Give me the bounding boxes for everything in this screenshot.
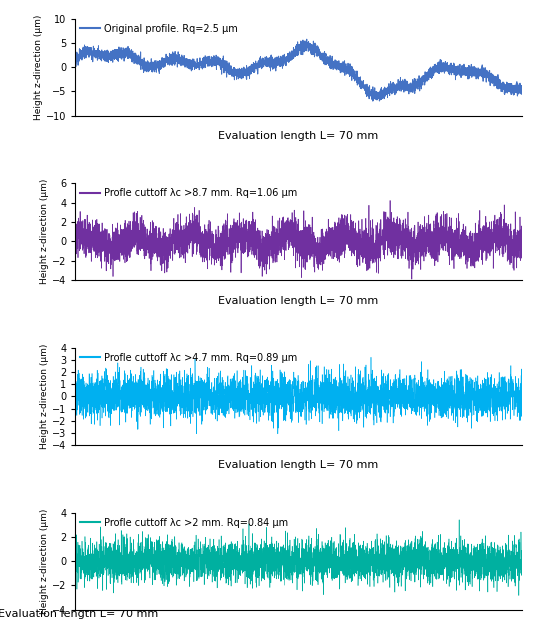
Y-axis label: Height z-direction (μm): Height z-direction (μm)	[40, 508, 49, 614]
Legend: Profle cuttoff λc >2 mm. Rq=0.84 μm: Profle cuttoff λc >2 mm. Rq=0.84 μm	[78, 516, 291, 529]
Y-axis label: Height z-direction (μm): Height z-direction (μm)	[40, 344, 49, 449]
Legend: Profle cuttoff λc >8.7 mm. Rq=1.06 μm: Profle cuttoff λc >8.7 mm. Rq=1.06 μm	[78, 186, 300, 200]
Text: Evaluation length L= 70 mm: Evaluation length L= 70 mm	[218, 131, 379, 141]
Y-axis label: Height z-direction (μm): Height z-direction (μm)	[34, 14, 43, 120]
Text: Evaluation length L= 70 mm: Evaluation length L= 70 mm	[0, 609, 159, 620]
Legend: Original profile. Rq=2.5 μm: Original profile. Rq=2.5 μm	[78, 22, 240, 35]
Y-axis label: Height z-direction (μm): Height z-direction (μm)	[40, 179, 49, 284]
Legend: Profle cuttoff λc >4.7 mm. Rq=0.89 μm: Profle cuttoff λc >4.7 mm. Rq=0.89 μm	[78, 351, 300, 365]
Text: Evaluation length L= 70 mm: Evaluation length L= 70 mm	[218, 295, 379, 306]
Text: Evaluation length L= 70 mm: Evaluation length L= 70 mm	[218, 460, 379, 470]
